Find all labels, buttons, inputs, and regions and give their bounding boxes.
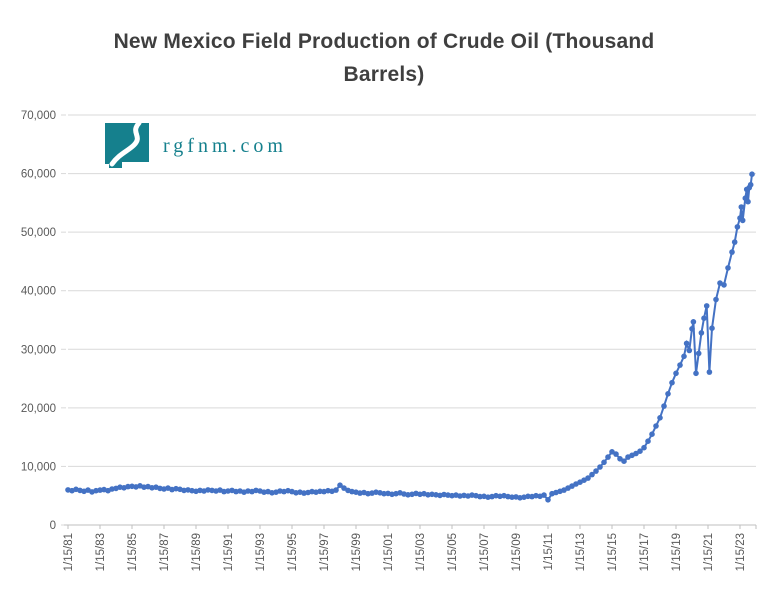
data-point-marker (681, 353, 687, 360)
data-point-marker (621, 458, 627, 465)
series-line (67, 174, 753, 502)
data-point-marker (738, 204, 745, 210)
x-tick-label: 1/15/21 (703, 533, 715, 571)
data-point-marker (701, 315, 707, 322)
y-axis-labels: 0 10,000 20,000 30,000 40,000 50,000 60,000 70,… (21, 110, 56, 532)
logo: rgfnm.com (103, 120, 287, 176)
data-point-marker (661, 403, 667, 409)
x-tick-label: 1/15/07 (479, 533, 491, 571)
x-tick-label: 1/15/01 (383, 533, 395, 571)
y-gridlines (61, 114, 756, 526)
y-tick-label: 0 (50, 520, 56, 532)
data-point-marker (729, 249, 735, 255)
data-point-marker (641, 444, 647, 451)
x-tick-label: 1/15/97 (319, 533, 331, 571)
data-point-marker (669, 379, 675, 386)
x-tick-label: 1/15/03 (415, 533, 427, 571)
x-tick-label: 1/15/99 (351, 533, 363, 571)
y-tick-label: 60,000 (21, 169, 56, 181)
data-point-marker (613, 451, 619, 457)
y-tick-label: 10,000 (21, 461, 56, 473)
data-point-marker (731, 239, 738, 245)
data-point-marker (695, 350, 702, 357)
data-point-marker (706, 369, 713, 375)
x-tick-label: 1/15/15 (607, 533, 619, 571)
data-point-marker (673, 370, 679, 377)
data-point-marker (593, 468, 599, 474)
x-tick-label: 1/15/09 (511, 533, 523, 571)
data-point-marker (677, 362, 683, 368)
data-point-marker (745, 198, 751, 205)
x-tick-label: 1/15/95 (287, 533, 299, 571)
x-tick-label: 1/15/17 (639, 533, 651, 571)
x-axis-labels: 1/15/81 1/15/83 1/15/85 1/15/87 1/15/89 1/15/… (63, 533, 747, 571)
y-tick-label: 70,000 (21, 110, 56, 122)
data-point-marker (605, 454, 611, 460)
new-mexico-river-icon (103, 120, 151, 176)
data-point-marker (337, 482, 343, 489)
data-point-marker (689, 326, 695, 332)
x-tick-label: 1/15/91 (223, 533, 235, 571)
y-tick-label: 20,000 (21, 403, 56, 415)
data-point-marker (739, 217, 746, 224)
x-tick-label: 1/15/83 (95, 533, 107, 571)
x-tick-label: 1/15/11 (543, 533, 555, 571)
x-tick-label: 1/15/93 (255, 533, 267, 571)
data-point-marker (703, 303, 710, 309)
data-point-marker (749, 171, 755, 177)
data-point-marker (597, 464, 603, 470)
x-tick-label: 1/15/87 (159, 533, 171, 571)
data-point-marker (125, 483, 131, 490)
data-point-marker (645, 438, 651, 445)
data-point-marker (601, 459, 607, 466)
x-tick-label: 1/15/19 (671, 533, 683, 571)
data-point-marker (509, 494, 515, 501)
data-point-marker (690, 319, 697, 325)
data-point-marker (317, 488, 323, 495)
data-point-marker (589, 471, 595, 478)
data-point-marker (657, 415, 663, 421)
data-point-marker (477, 493, 483, 500)
y-tick-label: 40,000 (21, 286, 56, 298)
data-point-marker (585, 475, 591, 481)
data-point-marker (734, 224, 741, 230)
data-point-marker (713, 296, 719, 303)
data-point-marker (686, 347, 693, 354)
data-point-marker (653, 423, 659, 429)
data-point-marker (541, 492, 547, 498)
data-point-marker (683, 340, 690, 347)
data-point-marker (721, 282, 727, 288)
x-tick-label: 1/15/05 (447, 533, 459, 571)
data-point-marker (693, 370, 699, 377)
chart-title: New Mexico Field Production of Crude Oil… (113, 30, 655, 86)
data-point-marker (698, 330, 705, 336)
data-point-marker (747, 181, 754, 188)
logo-text: rgfnm.com (163, 135, 287, 157)
x-tick-label: 1/15/23 (735, 533, 747, 571)
x-tick-label: 1/15/13 (575, 533, 587, 571)
x-tick-label: 1/15/85 (127, 533, 139, 571)
data-point-marker (545, 497, 551, 503)
x-tick-label: 1/15/89 (191, 533, 203, 571)
y-tick-label: 50,000 (21, 227, 56, 239)
data-point-marker (333, 487, 339, 493)
data-point-marker (381, 490, 387, 497)
data-point-marker (637, 448, 643, 455)
data-point-marker (649, 431, 655, 438)
data-point-marker (665, 391, 671, 397)
data-point-marker (725, 265, 731, 271)
x-tick-label: 1/15/81 (63, 533, 75, 571)
data-point-marker (525, 493, 531, 500)
x-axis (64, 524, 757, 529)
data-series (65, 171, 755, 503)
data-point-marker (709, 325, 715, 332)
y-tick-label: 30,000 (21, 344, 56, 356)
